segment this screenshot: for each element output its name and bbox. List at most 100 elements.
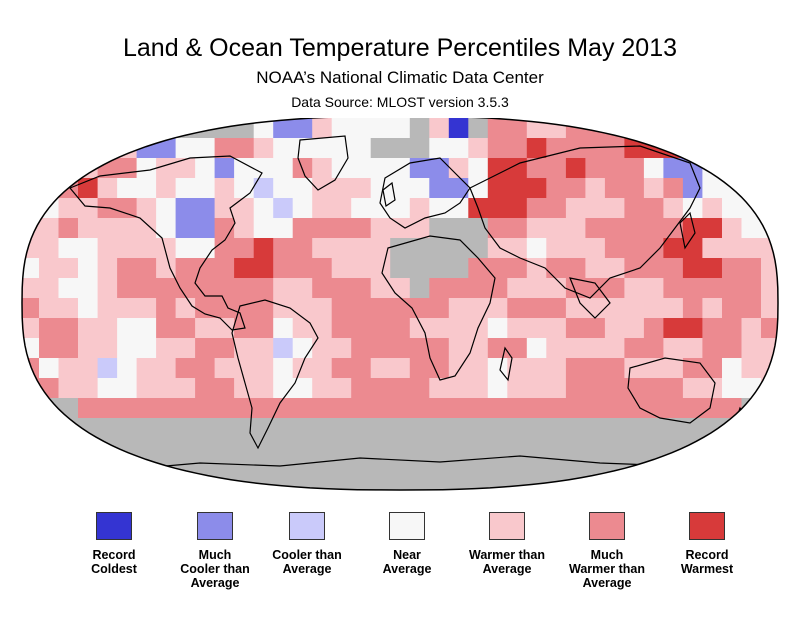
coastline-2 (231, 299, 319, 450)
grid-cell (39, 398, 60, 419)
grid-cell (253, 158, 274, 179)
grid-cell (702, 238, 723, 259)
legend-swatch-much-warmer (589, 512, 625, 540)
grid-cell (312, 258, 333, 279)
grid-cell (39, 318, 60, 339)
grid-cell (175, 338, 196, 359)
grid-cell (429, 238, 450, 259)
grid-cell (117, 318, 138, 339)
grid-cell (507, 218, 528, 239)
grid-cell (0, 198, 20, 219)
grid-cell (722, 438, 743, 459)
grid-cell (487, 158, 508, 179)
grid-cell (565, 398, 586, 419)
grid-cell (39, 258, 60, 279)
grid-cell (312, 278, 333, 299)
grid-cell (58, 438, 79, 459)
grid-cell (448, 338, 469, 359)
grid-cell (741, 318, 762, 339)
grid-cell (58, 338, 79, 359)
grid-cell (312, 138, 333, 159)
legend-swatch-near (389, 512, 425, 540)
grid-cell (429, 158, 450, 179)
grid-cell (234, 378, 255, 399)
grid-cell (761, 258, 778, 279)
grid-cell (741, 178, 762, 199)
grid-cell (487, 398, 508, 419)
grid-cell (565, 318, 586, 339)
grid-cell (370, 298, 391, 319)
grid-cell (214, 398, 235, 419)
grid-cell (565, 238, 586, 259)
grid-cell (370, 158, 391, 179)
grid-cell (643, 158, 664, 179)
grid-cell (781, 278, 800, 299)
grid-cell (624, 298, 645, 319)
grid-cell (370, 378, 391, 399)
grid-cell (702, 158, 723, 179)
grid-cell (331, 238, 352, 259)
grid-cell (58, 358, 79, 379)
grid-cell (39, 438, 60, 459)
grid-cell (136, 118, 157, 139)
grid-cell (390, 298, 411, 319)
grid-cell (390, 278, 411, 299)
grid-cell (781, 418, 800, 439)
coastline-3 (379, 157, 471, 229)
grid-cell (526, 378, 547, 399)
globe-outline (21, 118, 779, 491)
grid-cell (643, 218, 664, 239)
grid-cell (58, 378, 79, 399)
grid-cell (663, 178, 684, 199)
grid-cell (214, 138, 235, 159)
grid-cell (58, 138, 79, 159)
grid-cell (781, 238, 800, 259)
grid-cell (468, 138, 489, 159)
grid-cell (604, 338, 625, 359)
grid-cell (702, 178, 723, 199)
grid-cell (136, 158, 157, 179)
grid-cell (253, 378, 274, 399)
grid-cell (136, 298, 157, 319)
grid-cell (507, 178, 528, 199)
grid-cell (156, 158, 177, 179)
grid-cell (175, 378, 196, 399)
grid-cell (507, 358, 528, 379)
grid-cell (526, 338, 547, 359)
grid-cell (604, 258, 625, 279)
grid-cell (624, 318, 645, 339)
grid-cell (156, 338, 177, 359)
grid-cell (195, 198, 216, 219)
grid-cell (292, 218, 313, 239)
grid-cell (214, 378, 235, 399)
grid-cell (234, 198, 255, 219)
legend-swatch-record-coldest (96, 512, 132, 540)
grid-cell (136, 338, 157, 359)
grid-cell (156, 278, 177, 299)
grid-cell (331, 218, 352, 239)
grid-cell (156, 198, 177, 219)
grid-cell (195, 258, 216, 279)
grid-cell (312, 178, 333, 199)
legend-item-warmer: Warmer than Average (457, 512, 557, 576)
grid-cell (624, 278, 645, 299)
grid-cell (253, 398, 274, 419)
grid-cell (429, 338, 450, 359)
grid-cell (663, 338, 684, 359)
grid-cell (234, 138, 255, 159)
grid-cell (722, 338, 743, 359)
grid-cell (253, 298, 274, 319)
map-title: Land & Ocean Temperature Percentiles May… (122, 34, 678, 62)
grid-cell (526, 278, 547, 299)
grid-cell (195, 118, 216, 139)
grid-cell (0, 318, 20, 339)
grid-cell (585, 118, 606, 139)
grid-cell (682, 138, 703, 159)
grid-cell (448, 118, 469, 139)
grid-cell (682, 398, 703, 419)
grid-cell (663, 298, 684, 319)
grid-cell (487, 338, 508, 359)
grid-cell (682, 118, 703, 139)
grid-cell (409, 338, 430, 359)
grid-cell (234, 398, 255, 419)
